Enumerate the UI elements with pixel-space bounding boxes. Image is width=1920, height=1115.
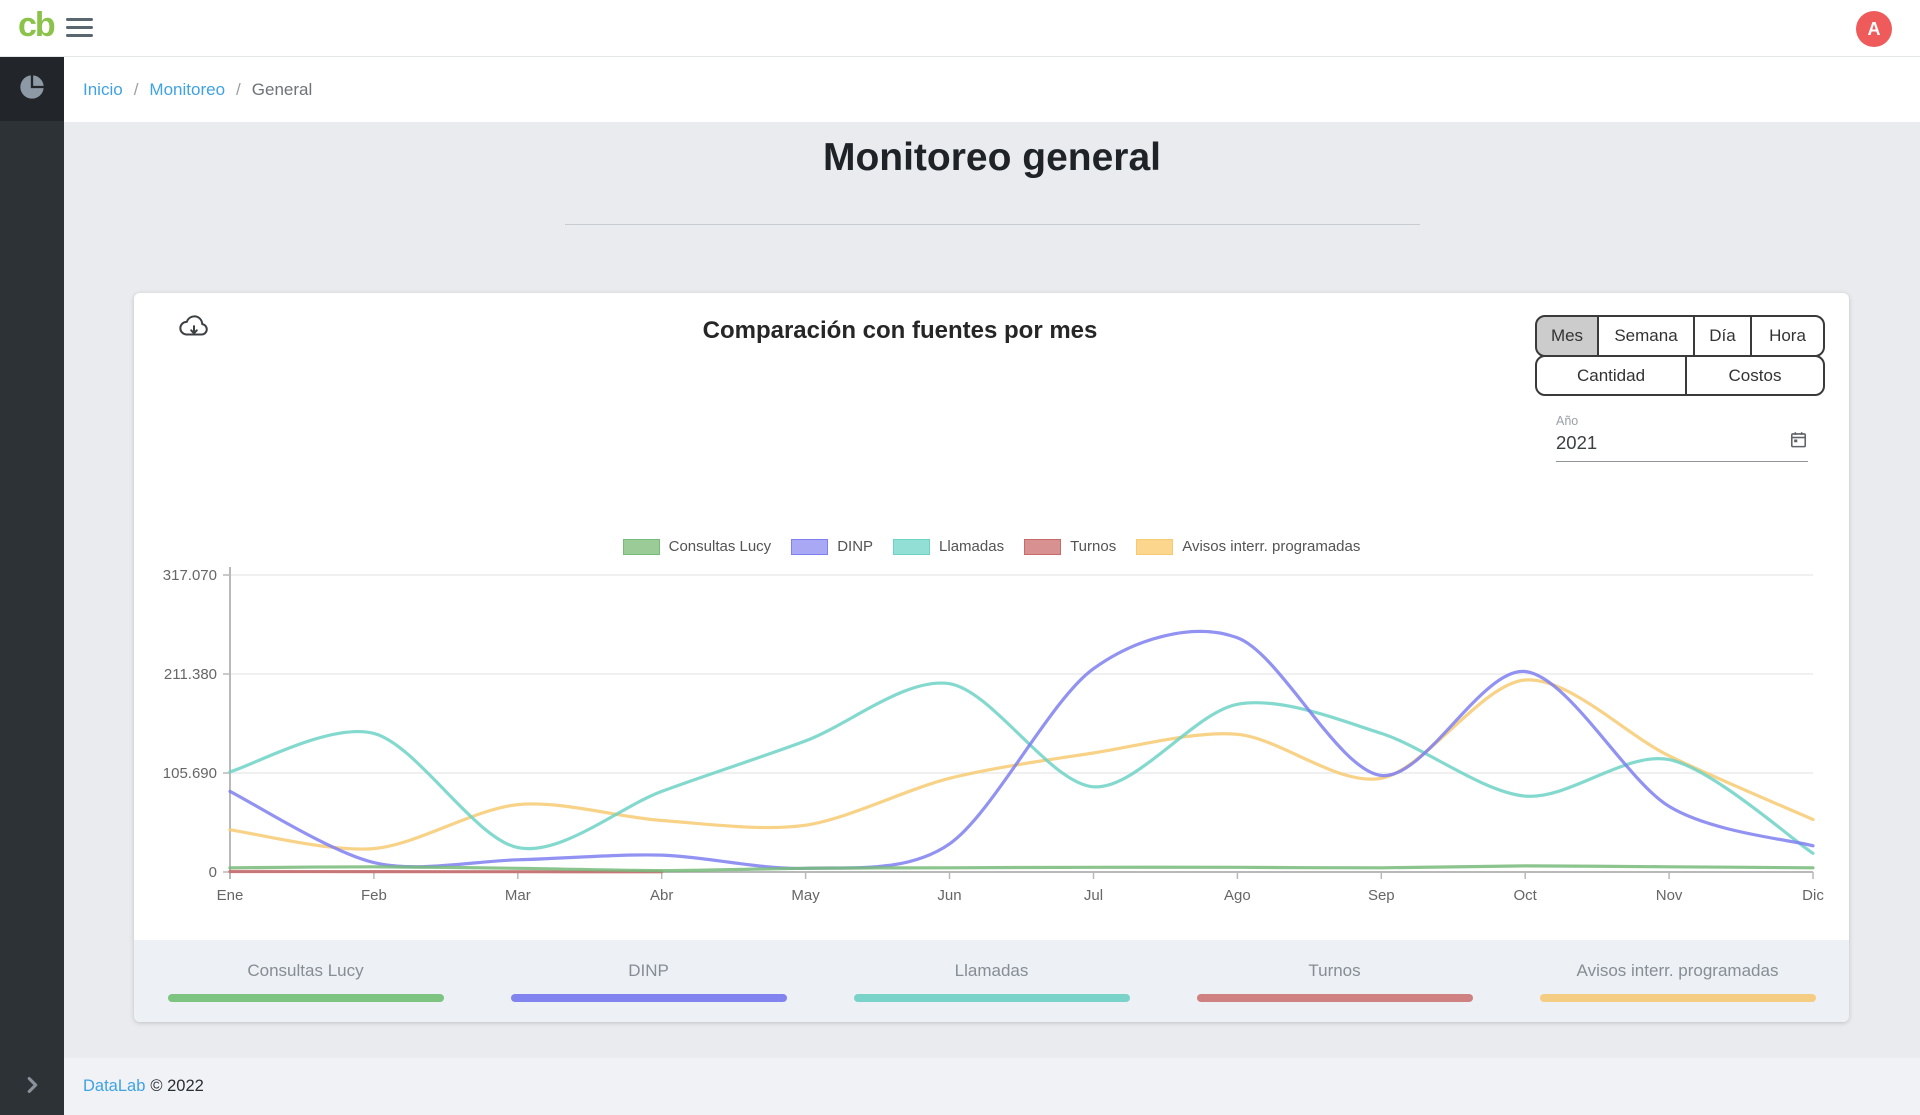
- sidebar-nav: [0, 57, 64, 1115]
- x-axis-label: Abr: [650, 887, 673, 904]
- chart-card-title: Comparación con fuentes por mes: [134, 317, 1666, 345]
- series-filter-turnos[interactable]: Turnos: [1163, 961, 1506, 1002]
- breadcrumb: Inicio / Monitoreo / General: [64, 57, 1920, 122]
- expand-sidebar-button[interactable]: [0, 1074, 64, 1101]
- series-filter-llamadas[interactable]: Llamadas: [820, 961, 1163, 1002]
- series-color-bar: [168, 994, 444, 1002]
- app-logo[interactable]: cb: [18, 6, 54, 45]
- line-chart: Consultas Lucy DINP Llamadas Turnos Avis…: [134, 533, 1849, 933]
- breadcrumb-separator: /: [123, 80, 150, 100]
- x-axis-label: Nov: [1656, 887, 1683, 904]
- y-axis-label: 211.380: [164, 666, 217, 683]
- pie-chart-icon: [18, 73, 46, 106]
- metric-button-cantidad[interactable]: Cantidad: [1535, 355, 1687, 396]
- metric-button-costos[interactable]: Costos: [1685, 355, 1825, 396]
- x-axis-label: Feb: [361, 887, 387, 904]
- x-axis-label: Jul: [1084, 887, 1103, 904]
- breadcrumb-current: General: [252, 80, 312, 100]
- y-axis-label: 317.070: [163, 567, 217, 584]
- metric-toggle-group: Cantidad Costos: [1535, 355, 1825, 396]
- breadcrumb-link-monitoreo[interactable]: Monitoreo: [149, 80, 225, 100]
- year-input[interactable]: Año 2021: [1556, 414, 1808, 462]
- chart-controls: Mes Semana Día Hora Cantidad Costos Año …: [1535, 315, 1825, 462]
- x-axis-label: Oct: [1514, 887, 1538, 904]
- breadcrumb-separator: /: [225, 80, 252, 100]
- period-button-semana[interactable]: Semana: [1597, 315, 1695, 357]
- calendar-icon[interactable]: [1789, 430, 1808, 454]
- avatar-initial: A: [1868, 19, 1881, 40]
- x-axis-label: Mar: [505, 887, 531, 904]
- app-header: cb A: [0, 0, 1920, 57]
- x-axis-label: Ene: [217, 887, 244, 904]
- series-filter-bar: Consultas Lucy DINP Llamadas Turnos Avis…: [134, 940, 1849, 1022]
- series-color-bar: [854, 994, 1130, 1002]
- page-title: Monitoreo general: [64, 136, 1920, 180]
- hamburger-icon: [66, 18, 93, 21]
- period-button-mes[interactable]: Mes: [1535, 315, 1599, 357]
- main-content: Monitoreo general Comparación con fuente…: [64, 122, 1920, 1058]
- y-axis-label: 105.690: [163, 765, 217, 782]
- sidebar-item-monitoring[interactable]: [0, 57, 64, 121]
- app-footer: DataLab © 2022: [64, 1058, 1920, 1115]
- series-filter-consultas-lucy[interactable]: Consultas Lucy: [134, 961, 477, 1002]
- chevron-right-icon: [21, 1074, 43, 1101]
- title-divider: [565, 224, 1420, 225]
- series-line: [230, 632, 1813, 869]
- hamburger-menu-button[interactable]: [66, 15, 96, 42]
- period-button-dia[interactable]: Día: [1693, 315, 1752, 357]
- user-avatar[interactable]: A: [1856, 11, 1892, 47]
- series-color-bar: [1540, 994, 1816, 1002]
- series-filter-dinp[interactable]: DINP: [477, 961, 820, 1002]
- footer-copyright: © 2022: [150, 1077, 203, 1096]
- footer-brand-link[interactable]: DataLab: [83, 1077, 145, 1096]
- year-input-label: Año: [1556, 414, 1808, 428]
- x-axis-label: Ago: [1224, 887, 1251, 904]
- x-axis-label: Sep: [1368, 887, 1395, 904]
- breadcrumb-link-inicio[interactable]: Inicio: [83, 80, 123, 100]
- series-color-bar: [511, 994, 787, 1002]
- period-toggle-group: Mes Semana Día Hora: [1535, 315, 1825, 357]
- y-axis-label: 0: [209, 864, 217, 881]
- line-chart-plot: 0 105.690 211.380 317.070 Ene Feb Mar Abr May Jun…: [134, 533, 1849, 913]
- year-input-value: 2021: [1556, 432, 1808, 454]
- chart-card: Comparación con fuentes por mes Mes Sema…: [134, 293, 1849, 1022]
- period-button-hora[interactable]: Hora: [1750, 315, 1825, 357]
- series-line: [230, 866, 1813, 871]
- series-color-bar: [1197, 994, 1473, 1002]
- series-filter-avisos[interactable]: Avisos interr. programadas: [1506, 961, 1849, 1002]
- x-axis-label: Dic: [1802, 887, 1824, 904]
- x-axis-label: May: [791, 887, 820, 904]
- x-axis-label: Jun: [937, 887, 961, 904]
